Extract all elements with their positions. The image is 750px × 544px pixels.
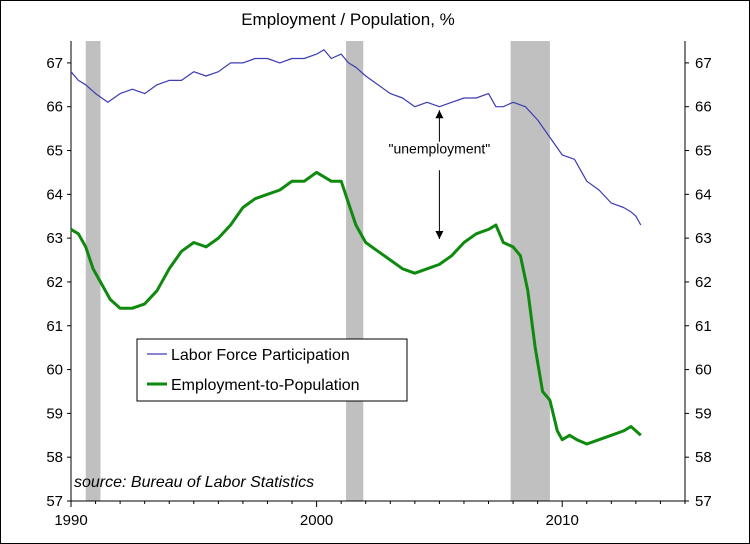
- axes: [70, 41, 686, 502]
- x-tick-label: 1990: [54, 512, 87, 529]
- y-tick-label-right: 66: [695, 99, 712, 116]
- employment-to-population-line: [70, 170, 642, 446]
- y-tick-label-right: 57: [695, 493, 712, 510]
- recession-band: [346, 41, 364, 501]
- y-tick-label-right: 61: [695, 318, 712, 335]
- x-tick-label: 2000: [300, 512, 333, 529]
- labor-force-participation-line: [70, 49, 642, 226]
- y-tick-label: 63: [46, 230, 63, 247]
- y-tick-label-right: 59: [695, 405, 712, 422]
- legend-label-labor-force: Labor Force Participation: [171, 347, 350, 364]
- y-tick-label-right: 58: [695, 449, 712, 466]
- annotation-label: "unemployment": [389, 141, 491, 157]
- unemployment-annotation: "unemployment": [389, 110, 491, 240]
- legend: Labor Force Participation Employment-to-…: [136, 338, 408, 402]
- y-tick-label: 67: [46, 55, 63, 72]
- series-lines: [70, 49, 642, 446]
- y-tick-label: 57: [46, 493, 63, 510]
- source-note: source: Bureau of Labor Statistics: [74, 474, 314, 491]
- y-tick-label-right: 67: [695, 55, 712, 72]
- y-tick-label: 60: [46, 362, 63, 379]
- x-ticks: 1990 2000 2010: [54, 501, 686, 529]
- y-ticks-right: 57 58 59 60 61 62 63 64 65 66 67: [685, 55, 712, 510]
- legend-box: [136, 338, 408, 402]
- y-tick-label-right: 64: [695, 186, 712, 203]
- arrowhead-down: [435, 231, 444, 240]
- y-tick-label: 59: [46, 405, 63, 422]
- y-tick-label-right: 65: [695, 143, 712, 160]
- y-ticks-left: 57 58 59 60 61 62 63 64 65 66 67: [46, 55, 71, 510]
- y-tick-label-right: 62: [695, 274, 712, 291]
- y-tick-label-right: 63: [695, 230, 712, 247]
- y-tick-label: 61: [46, 318, 63, 335]
- y-tick-label: 65: [46, 143, 63, 160]
- legend-label-employment: Employment-to-Population: [171, 377, 360, 394]
- y-tick-label-right: 60: [695, 362, 712, 379]
- y-tick-label: 58: [46, 449, 63, 466]
- arrowhead-up: [435, 110, 444, 119]
- y-tick-label: 66: [46, 99, 63, 116]
- recession-band: [510, 41, 550, 501]
- chart-title: Employment / Population, %: [241, 10, 455, 29]
- y-tick-label: 64: [46, 186, 63, 203]
- x-tick-label: 2010: [546, 512, 579, 529]
- y-tick-label: 62: [46, 274, 63, 291]
- recession-bands: [85, 41, 550, 501]
